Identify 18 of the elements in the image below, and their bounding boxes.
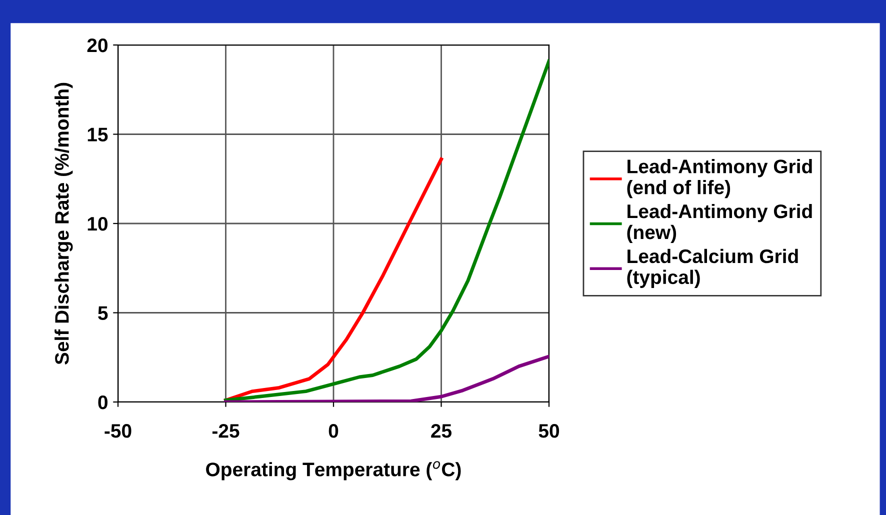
legend-label: Lead-Antimony Grid (end of life) <box>627 159 812 198</box>
y-axis-title: Self Discharge Rate (%/month) <box>54 82 73 364</box>
x-tick-label: -50 <box>104 424 132 438</box>
legend-label: Lead-Antimony Grid (new) <box>627 204 812 244</box>
line-series <box>224 59 549 402</box>
y-tick-label: 10 <box>88 216 108 231</box>
x-axis-title: Operating Temperature ($^{o}$C) <box>206 461 461 480</box>
y-tick-label: 5 <box>98 306 108 320</box>
y-tick-label: 0 <box>98 395 108 410</box>
x-tick-label: 0 <box>328 424 338 438</box>
legend-label: Lead-Calcium Grid (typical) <box>627 248 798 288</box>
line-series <box>224 158 443 402</box>
line-series <box>224 354 549 402</box>
x-tick-label: -25 <box>212 424 240 438</box>
x-tick-label: 25 <box>431 424 452 438</box>
y-tick-label: 15 <box>88 128 108 142</box>
x-tick-label: 50 <box>538 424 560 438</box>
y-tick-label: 20 <box>87 38 108 52</box>
